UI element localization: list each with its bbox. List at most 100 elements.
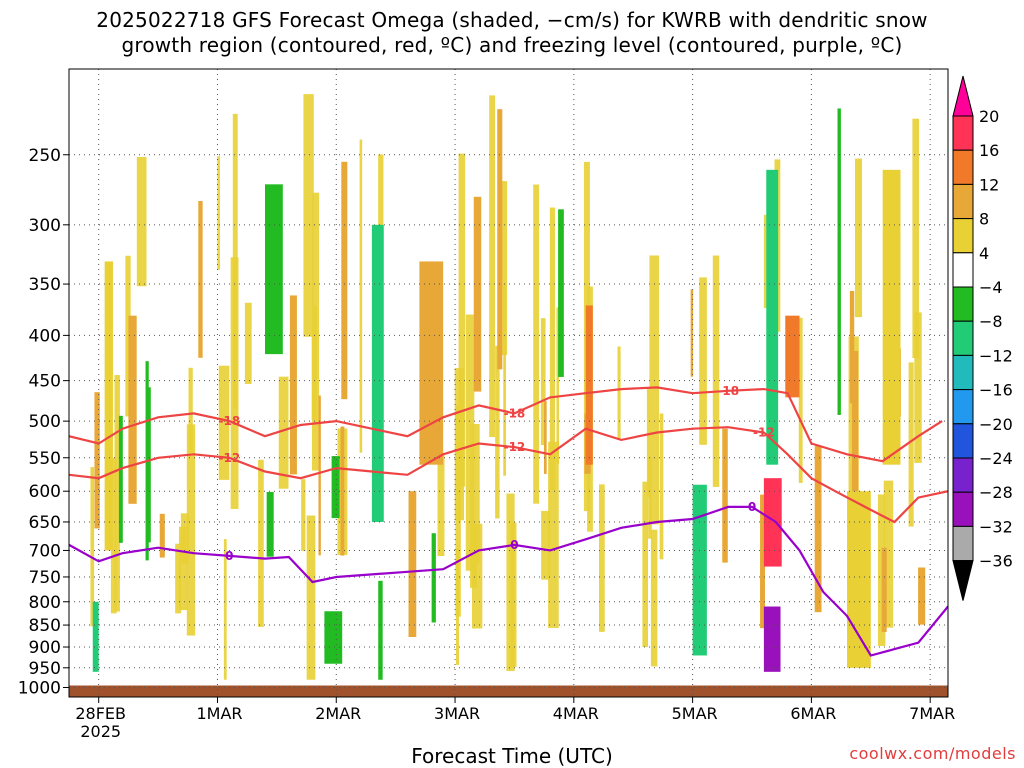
contour-label: 0 xyxy=(510,538,518,552)
omega-streak xyxy=(306,515,316,680)
omega-streak xyxy=(699,277,707,445)
x-tick-year: 2025 xyxy=(80,722,121,741)
omega-streak xyxy=(180,513,190,564)
omega-streak xyxy=(311,192,320,471)
y-tick-label: 750 xyxy=(29,568,61,588)
omega-cell xyxy=(419,261,444,465)
x-tick-label: 7MAR xyxy=(909,704,955,723)
x-axis-title: Forecast Time (UTC) xyxy=(411,744,613,768)
ground-band xyxy=(69,685,948,697)
colorbar-swatch xyxy=(952,320,974,356)
omega-cell xyxy=(371,224,384,522)
omega-streak xyxy=(359,139,363,453)
omega-streak xyxy=(303,94,314,337)
omega-streak xyxy=(118,415,123,543)
omega-streak xyxy=(599,484,605,632)
omega-streak xyxy=(722,428,728,563)
omega-streak xyxy=(648,456,652,539)
colorbar-swatch xyxy=(952,286,974,322)
omega-streak xyxy=(266,491,274,557)
omega-cell xyxy=(585,305,593,465)
omega-streak xyxy=(465,314,475,571)
omega-streak xyxy=(760,494,765,629)
omega-streak xyxy=(175,543,182,614)
omega-streak xyxy=(378,580,383,680)
omega-cell xyxy=(324,611,343,664)
omega-cell xyxy=(882,169,901,465)
x-tick-label: 3MAR xyxy=(434,704,480,723)
contour-label: -12 xyxy=(753,425,775,439)
colorbar-label: 8 xyxy=(979,210,989,229)
omega-cell xyxy=(763,478,782,567)
colorbar-label: 4 xyxy=(979,244,989,263)
omega-streak xyxy=(437,454,445,556)
omega-streak xyxy=(503,283,507,476)
y-tick-label: 250 xyxy=(29,146,61,166)
contour-label: -12 xyxy=(219,451,241,465)
omega-streak xyxy=(230,257,239,509)
omega-streak xyxy=(341,161,348,400)
x-tick-label: 1MAR xyxy=(196,704,242,723)
omega-streak xyxy=(763,214,768,309)
omega-streak xyxy=(814,446,822,613)
contour-line xyxy=(69,386,943,463)
omega-streak xyxy=(470,527,477,588)
colorbar-label: 12 xyxy=(979,175,999,194)
omega-streak xyxy=(650,529,658,667)
omega-streak xyxy=(408,491,417,637)
colorbar-label: −20 xyxy=(979,415,1013,434)
contour-label: 0 xyxy=(748,500,756,514)
y-tick-label: 550 xyxy=(29,449,61,469)
omega-streak xyxy=(883,480,894,628)
omega-streak xyxy=(278,376,289,489)
omega-cell xyxy=(264,184,283,355)
y-tick-label: 800 xyxy=(29,593,61,613)
colorbar-label: −8 xyxy=(979,312,1003,331)
colorbar-label: −4 xyxy=(979,278,1003,297)
colorbar-swatch xyxy=(952,183,974,220)
omega-cell xyxy=(104,261,113,551)
y-tick-label: 650 xyxy=(29,513,61,533)
omega-streak xyxy=(146,387,151,543)
y-tick-label: 850 xyxy=(29,616,61,636)
omega-streak xyxy=(458,153,466,487)
chart-title-line-2: growth region (contoured, red, ºC) and f… xyxy=(121,33,903,57)
colorbar-label: −28 xyxy=(979,483,1013,502)
omega-streak xyxy=(186,424,196,636)
colorbar-label: −32 xyxy=(979,517,1013,536)
omega-streak xyxy=(849,290,855,404)
x-tick-label: 2MAR xyxy=(315,704,361,723)
contour-label: -18 xyxy=(717,384,739,398)
omega-streak xyxy=(318,395,321,556)
omega-cell xyxy=(766,169,779,465)
y-tick-label: 1000 xyxy=(18,679,61,699)
omega-streak xyxy=(914,312,922,463)
omega-streak xyxy=(125,255,131,417)
omega-streak xyxy=(918,567,926,625)
y-tick-label: 450 xyxy=(29,372,61,392)
omega-streak xyxy=(455,548,459,665)
colorbar-label: 16 xyxy=(979,141,999,160)
omega-streak xyxy=(301,479,306,552)
y-axis: 2503003504004505005506006507007508008509… xyxy=(18,146,69,699)
omega-streak xyxy=(94,392,100,529)
omega-streak xyxy=(533,184,540,504)
omega-streak xyxy=(543,401,547,474)
omega-streak xyxy=(877,494,886,646)
credit-link[interactable]: coolwx.com/models xyxy=(849,744,1016,763)
contour-label: -12 xyxy=(504,440,526,454)
contour-line xyxy=(69,505,948,657)
colorbar-label: −16 xyxy=(979,381,1013,400)
omega-streak xyxy=(908,362,914,527)
omega-streak xyxy=(540,318,546,445)
omega-streak xyxy=(510,522,517,667)
omega-streak xyxy=(837,108,841,415)
x-tick-label: 6MAR xyxy=(790,704,836,723)
y-tick-label: 350 xyxy=(29,275,61,295)
omega-streak xyxy=(851,350,859,529)
omega-cell xyxy=(847,491,871,668)
y-tick-label: 900 xyxy=(29,638,61,658)
y-tick-label: 400 xyxy=(29,326,61,346)
colorbar-bottom-arrow xyxy=(952,560,974,601)
omega-streak xyxy=(470,424,480,564)
